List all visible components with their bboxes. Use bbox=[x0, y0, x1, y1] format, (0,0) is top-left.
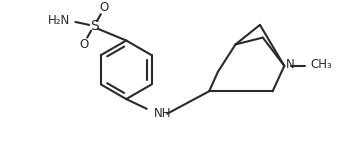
Text: N: N bbox=[286, 58, 295, 71]
Text: O: O bbox=[80, 38, 89, 51]
Text: S: S bbox=[90, 19, 98, 33]
Text: NH: NH bbox=[154, 107, 171, 120]
Text: H₂N: H₂N bbox=[48, 14, 70, 28]
Text: O: O bbox=[99, 1, 109, 14]
Text: CH₃: CH₃ bbox=[311, 58, 332, 71]
